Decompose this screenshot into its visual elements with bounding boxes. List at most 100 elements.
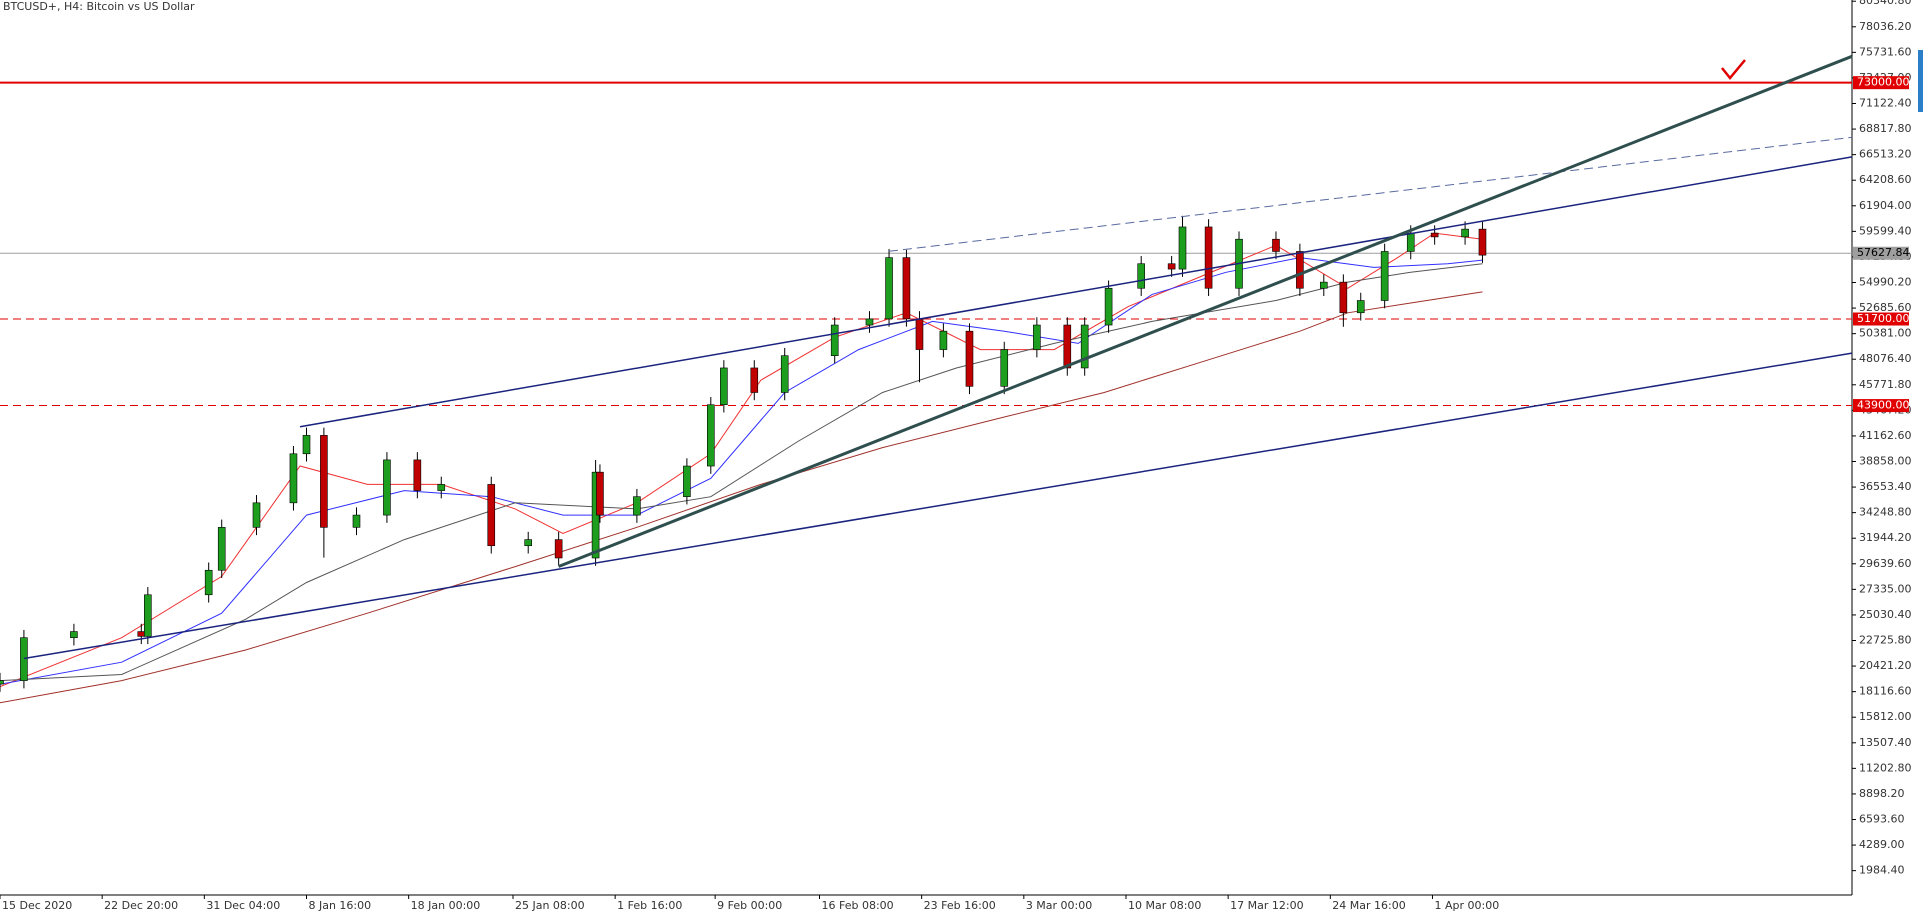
candle-body xyxy=(633,496,641,516)
y-tick-label: 38858.00 xyxy=(1859,455,1912,468)
y-tick-label: 80340.80 xyxy=(1859,0,1912,7)
moving-average xyxy=(0,291,1483,704)
x-tick-label: 15 Dec 2020 xyxy=(2,899,72,912)
price-label-box xyxy=(1853,76,1909,90)
candle-body xyxy=(1380,251,1389,301)
y-tick-label: 13507.40 xyxy=(1859,736,1912,749)
candle-body xyxy=(1063,324,1072,369)
candle-body xyxy=(144,594,152,637)
y-tick-label: 50381.00 xyxy=(1859,327,1912,340)
x-tick-label: 1 Feb 16:00 xyxy=(617,899,682,912)
x-tick-label: 8 Jan 16:00 xyxy=(308,899,371,912)
y-tick-label: 4289.00 xyxy=(1859,838,1905,851)
candle-body xyxy=(1000,349,1009,387)
candle-body xyxy=(939,330,948,350)
y-tick-label: 64208.60 xyxy=(1859,173,1912,186)
price-label: 51700.00 xyxy=(1857,312,1910,325)
candle-body xyxy=(865,318,874,326)
x-tick-label: 24 Mar 16:00 xyxy=(1332,899,1405,912)
candle-body xyxy=(1430,232,1439,238)
candle-body xyxy=(902,257,911,320)
y-tick-label: 11202.80 xyxy=(1859,761,1912,774)
candle-body xyxy=(1033,324,1041,350)
trendline xyxy=(888,136,1853,252)
price-label-box xyxy=(1853,246,1909,260)
candle-body xyxy=(683,465,691,497)
y-tick-label: 61904.00 xyxy=(1859,199,1912,212)
candle-body xyxy=(1406,232,1415,252)
candle-body xyxy=(1272,238,1280,252)
candle-body xyxy=(554,539,563,559)
candle-body xyxy=(1167,263,1176,270)
trendline xyxy=(299,156,1853,428)
candle-body xyxy=(137,631,146,637)
price-label-box xyxy=(1853,312,1909,326)
y-tick-label: 34248.80 xyxy=(1859,506,1912,519)
y-tick-label: 1984.40 xyxy=(1859,864,1905,877)
trendline xyxy=(558,54,1853,568)
y-tick-label: 31944.20 xyxy=(1859,531,1912,544)
candle-body xyxy=(413,459,422,491)
x-tick-label: 1 Apr 00:00 xyxy=(1434,899,1499,912)
y-tick-label: 45771.80 xyxy=(1859,378,1912,391)
candle-body xyxy=(1356,300,1365,314)
candle-body xyxy=(830,324,839,356)
y-tick-label: 78036.20 xyxy=(1859,20,1912,33)
scrollbar xyxy=(1918,50,1923,112)
candle-body xyxy=(1461,228,1469,238)
price-label-box xyxy=(1853,399,1909,413)
candle-body xyxy=(596,471,604,516)
candle-body xyxy=(1080,324,1089,369)
x-tick-label: 18 Jan 00:00 xyxy=(411,899,481,912)
y-tick-label: 75731.60 xyxy=(1859,45,1912,58)
candle-body xyxy=(289,453,298,504)
candle-body xyxy=(0,680,4,685)
candle-body xyxy=(915,318,924,350)
price-label: 73000.00 xyxy=(1857,76,1910,89)
y-tick-label: 68817.80 xyxy=(1859,122,1912,135)
candle-body xyxy=(204,569,213,596)
y-tick-label: 8898.20 xyxy=(1859,787,1905,800)
y-tick-label: 41162.60 xyxy=(1859,429,1912,442)
chart-title: BTCUSD+, H4: Bitcoin vs US Dollar xyxy=(3,0,195,13)
candle-body xyxy=(1478,228,1487,256)
x-tick-label: 9 Feb 00:00 xyxy=(717,899,782,912)
trendline xyxy=(23,352,1853,660)
candle-body xyxy=(750,367,759,393)
y-tick-label: 66513.20 xyxy=(1859,148,1912,161)
x-tick-label: 3 Mar 00:00 xyxy=(1026,899,1092,912)
x-tick-label: 23 Feb 16:00 xyxy=(924,899,996,912)
candle-body xyxy=(217,527,226,571)
candle-body xyxy=(302,435,311,455)
candle-body xyxy=(1178,226,1187,270)
candle-body xyxy=(1296,251,1304,289)
candle-body xyxy=(720,367,728,406)
y-tick-label: 54990.20 xyxy=(1859,276,1912,289)
price-label: 57627.84 xyxy=(1857,246,1910,259)
moving-average xyxy=(0,232,1483,688)
candle-body xyxy=(487,484,496,547)
candle-body xyxy=(524,539,533,547)
y-tick-label: 20421.20 xyxy=(1859,659,1912,672)
candle-body xyxy=(252,502,261,528)
y-tick-label: 48076.40 xyxy=(1859,352,1912,365)
price-label: 43900.00 xyxy=(1857,399,1910,412)
y-tick-label: 36553.40 xyxy=(1859,480,1912,493)
candle-body xyxy=(352,514,361,528)
candle-body xyxy=(437,484,446,491)
y-tick-label: 25030.40 xyxy=(1859,608,1912,621)
y-tick-label: 27335.00 xyxy=(1859,582,1912,595)
candle-body xyxy=(1137,263,1145,289)
candle-body xyxy=(320,435,328,528)
candle-body xyxy=(1319,281,1328,289)
candle-body xyxy=(707,404,715,467)
x-tick-label: 25 Jan 08:00 xyxy=(515,899,585,912)
candle-body xyxy=(383,459,391,516)
candle-body xyxy=(1104,287,1113,326)
y-tick-label: 59599.40 xyxy=(1859,224,1912,237)
x-tick-label: 31 Dec 04:00 xyxy=(206,899,280,912)
y-tick-label: 29639.60 xyxy=(1859,557,1912,570)
